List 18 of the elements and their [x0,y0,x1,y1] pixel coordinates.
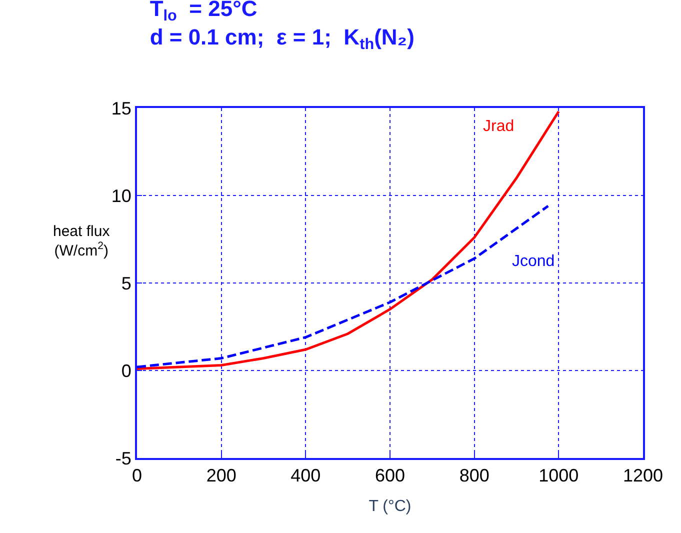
y-axis-title: heat flux (W/cm$^{2}$) [53,223,110,260]
y-tick-label: 15 [111,98,132,118]
chart-title: T$_{lo}$ = 25°C [150,0,258,25]
series-label: Jrad [483,118,514,135]
y-tick-label: -5 [115,448,132,468]
chart-subtitle: d = 0.1 cm; ε = 1; K$_{th}$(N₂) [150,24,414,54]
x-tick-label: 800 [459,466,490,486]
y-tick-label: 10 [111,186,132,206]
x-tick-label: 1200 [622,466,664,486]
y-tick-label: 5 [121,273,132,294]
y-tick-label: 0 [121,360,132,381]
x-tick-label: 600 [374,466,406,486]
x-tick-label: 1000 [538,466,579,486]
line-series [137,110,560,370]
x-axis-title: T (°C) [368,498,412,515]
x-tick-label: 200 [206,466,236,486]
series-label: Jcond [512,253,555,270]
x-tick-label: 400 [290,466,321,486]
